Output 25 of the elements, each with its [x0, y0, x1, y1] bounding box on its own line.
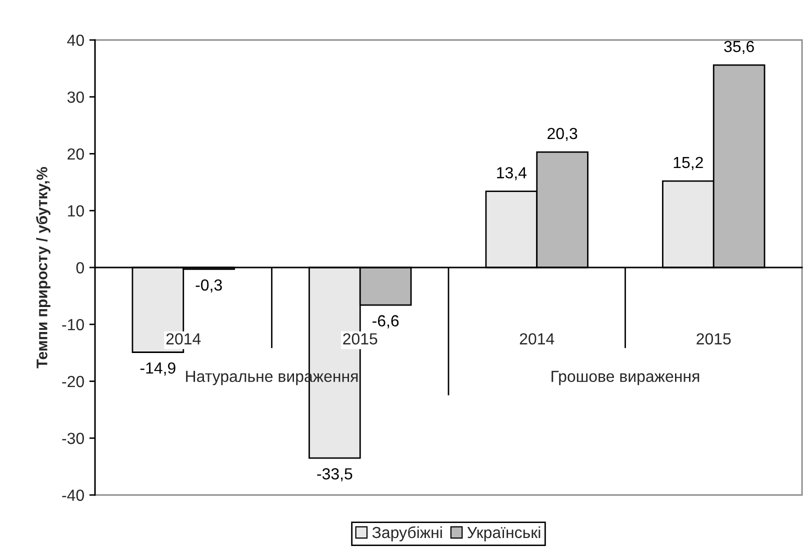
data-label: 15,2 [674, 156, 703, 170]
data-label: -6,6 [372, 315, 399, 328]
legend-label: Зарубіжні [372, 526, 442, 542]
x-tick-label: 2014 [166, 333, 201, 345]
data-label: 13,4 [497, 167, 526, 180]
y-tick-label: -40 [62, 490, 84, 501]
y-tick-label: -30 [62, 432, 84, 444]
legend-label: Українські [467, 526, 540, 542]
y-tick-label: -10 [62, 319, 84, 330]
y-tick-label: 10 [68, 205, 84, 217]
data-label: 35,6 [724, 40, 754, 54]
data-label: -33,5 [317, 468, 352, 482]
y-tick-label: 0 [76, 262, 84, 274]
data-label: -14,9 [140, 362, 176, 376]
x-tick-label: 2014 [520, 333, 554, 345]
x-tick-label: 2015 [343, 333, 378, 345]
y-tick-label: 40 [67, 34, 84, 46]
y-tick-label: 20 [68, 148, 84, 160]
y-tick-label: 30 [67, 92, 84, 103]
y-tick-label: -20 [62, 376, 84, 388]
x-tick-label: 2015 [696, 333, 731, 345]
y-axis-title: Темпи приросту / убутку,% [36, 167, 50, 368]
data-label: 20,3 [548, 128, 578, 142]
annotation: Грошове вираження [552, 370, 700, 386]
data-label: -0,3 [196, 279, 222, 293]
